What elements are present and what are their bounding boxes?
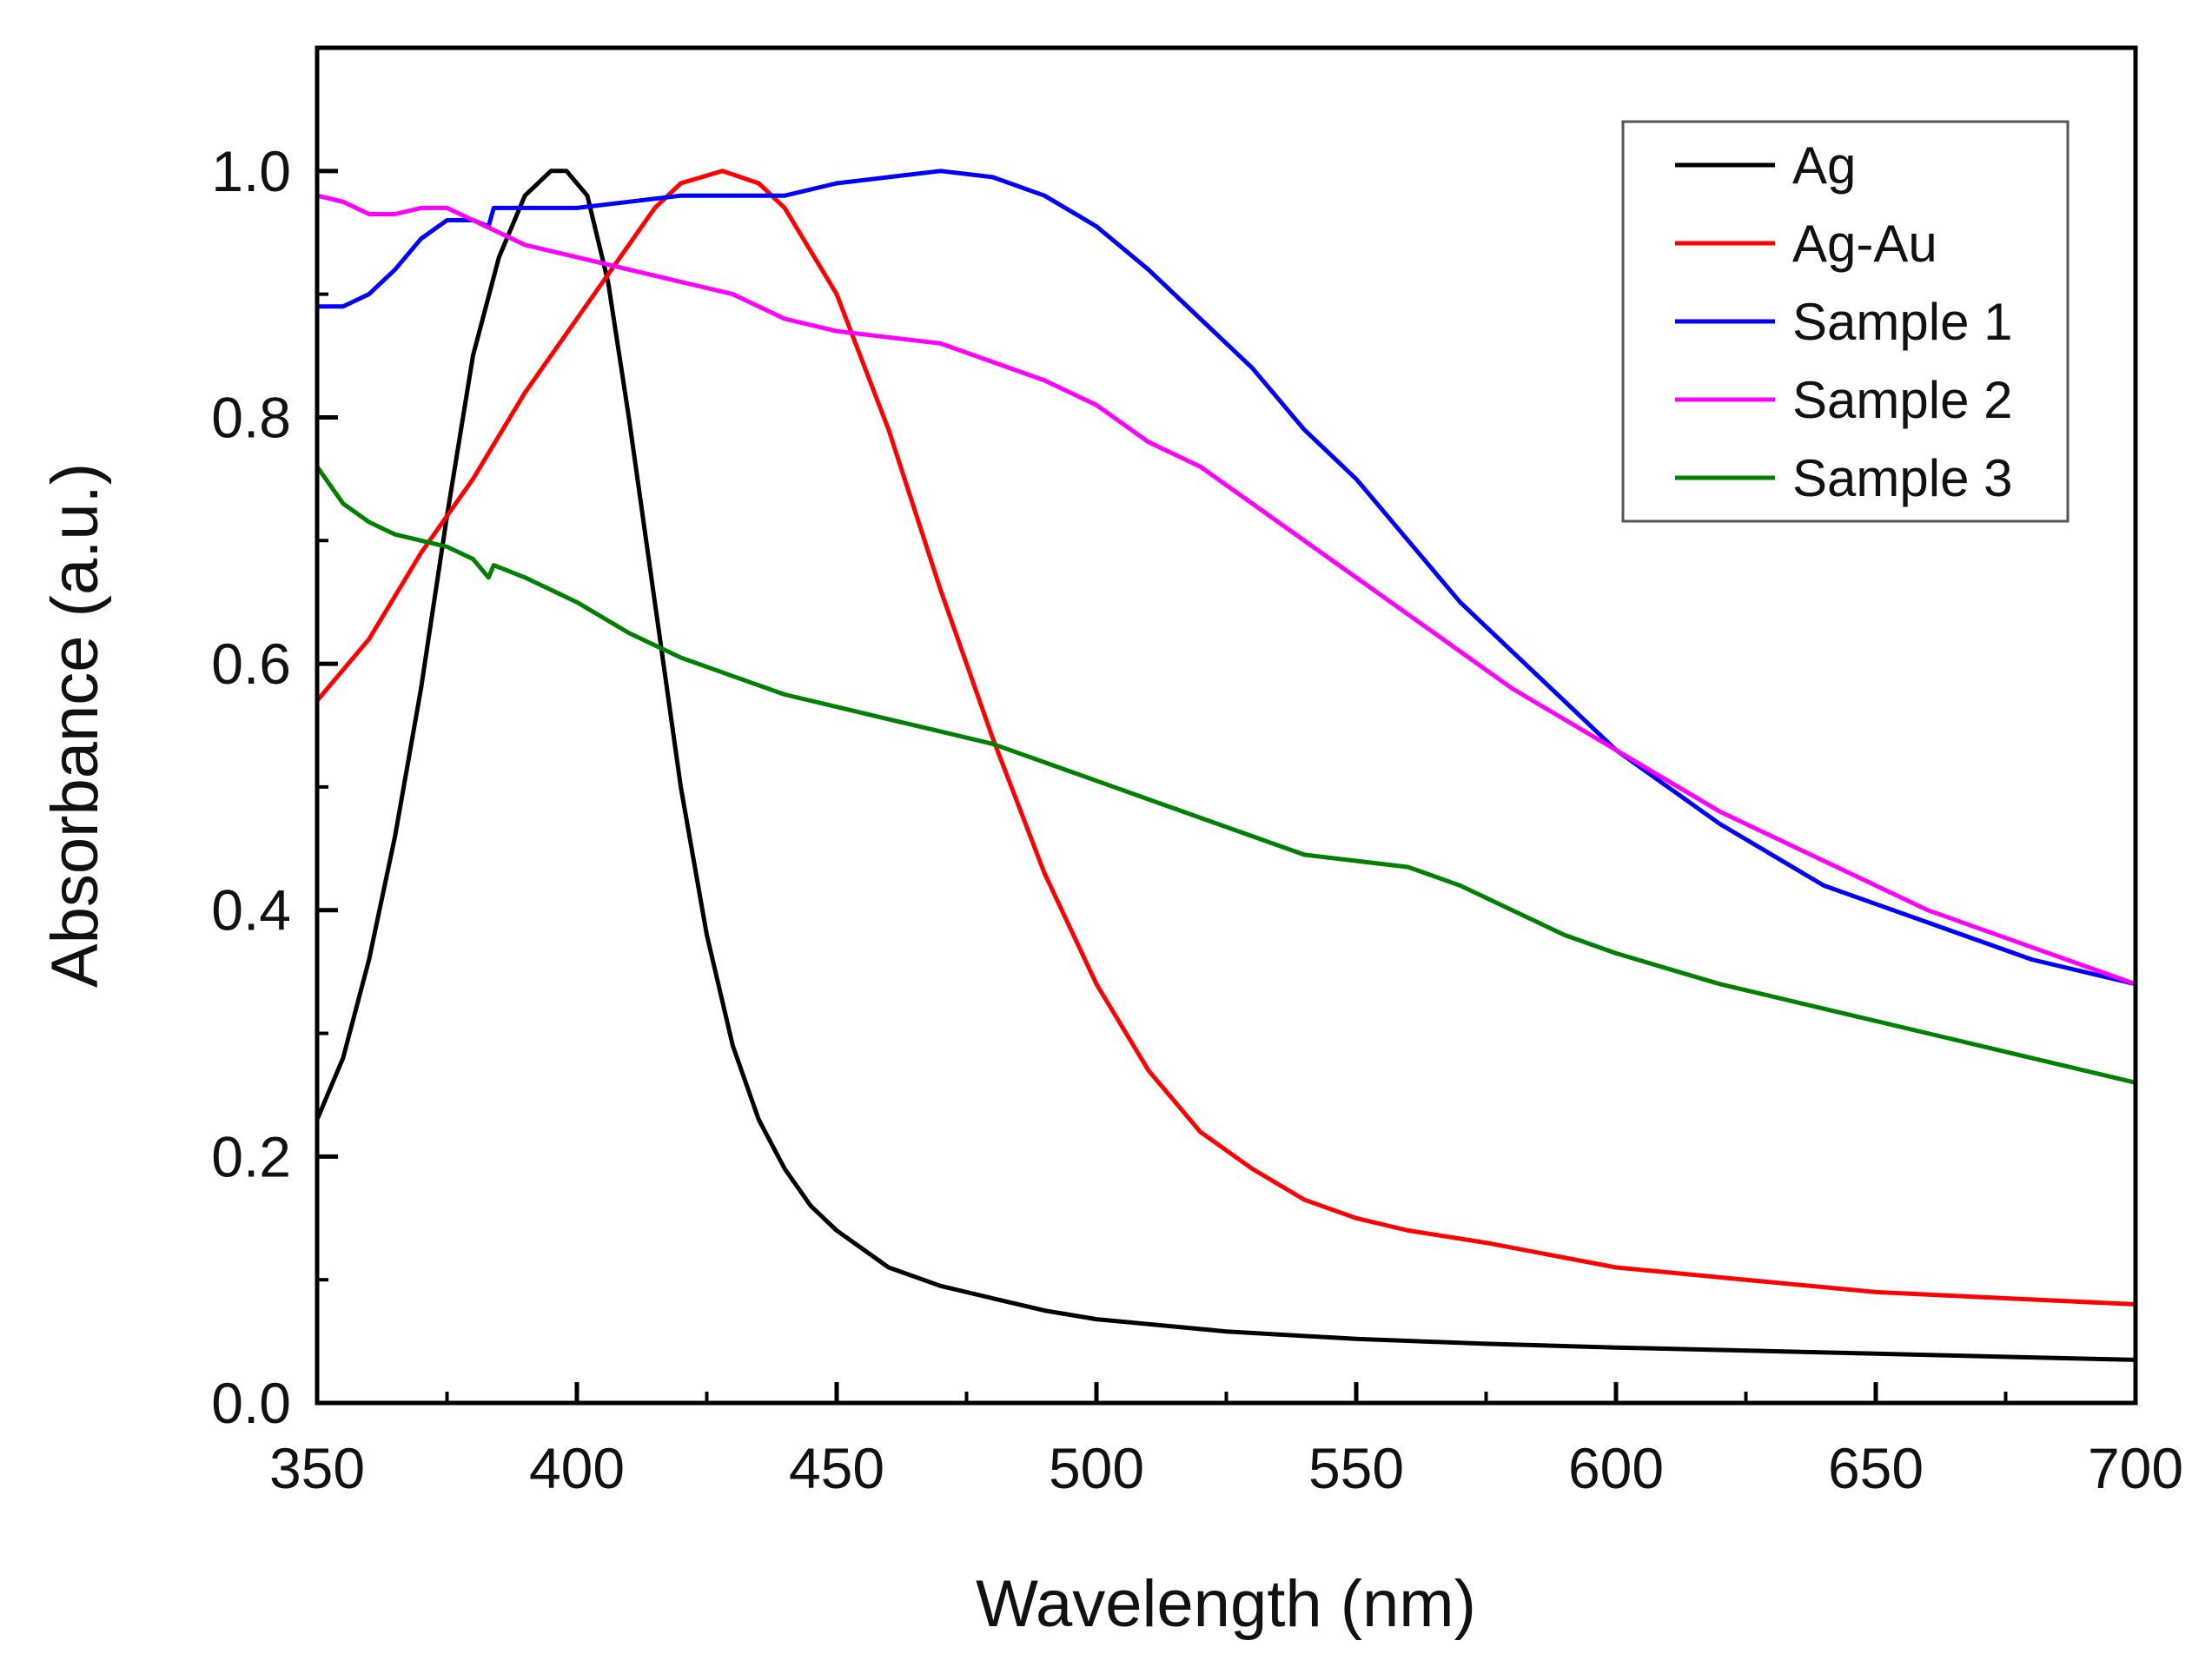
ticks-layer: 350 400 450 500 550 600 650 700 0.0 0.2 0.4 0.6 0.8 1…: [211, 46, 2183, 1500]
legend-label: Sample 1: [1792, 293, 2012, 351]
legend-label: Ag: [1792, 136, 1856, 195]
series-line-ag-au: [315, 169, 2136, 1307]
x-axis-title: Wavelength (nm): [976, 1567, 1476, 1641]
x-tick-label: 350: [269, 1436, 365, 1500]
legend-label: Sample 2: [1792, 371, 2012, 429]
x-tick-label: 700: [2088, 1436, 2183, 1500]
x-tick-label: 450: [789, 1436, 884, 1500]
y-tick-label: 0.0: [211, 1371, 291, 1435]
legend-label: Sample 3: [1792, 449, 2012, 507]
y-tick-label: 0.6: [211, 632, 291, 696]
x-tick-label: 550: [1308, 1436, 1404, 1500]
y-tick-label: 0.8: [211, 385, 291, 449]
y-axis-title: Absorbance (a.u.): [38, 463, 112, 988]
y-tick-label: 1.0: [211, 139, 291, 203]
series-line-sample-2: [316, 193, 2136, 987]
x-tick-label: 650: [1828, 1436, 1924, 1500]
series-line-sample-3: [315, 465, 2136, 1085]
x-tick-label: 600: [1568, 1436, 1664, 1500]
y-tick-label: 0.4: [211, 878, 291, 943]
x-tick-label: 400: [529, 1436, 625, 1500]
series-layer: [315, 169, 2136, 1362]
y-tick-label: 0.2: [211, 1124, 291, 1188]
x-tick-label: 500: [1049, 1436, 1144, 1500]
legend: Ag Ag-Au Sample 1 Sample 2 Sample 3: [1621, 120, 2070, 523]
series-line-ag: [315, 169, 2136, 1362]
legend-label: Ag-Au: [1792, 215, 1937, 273]
